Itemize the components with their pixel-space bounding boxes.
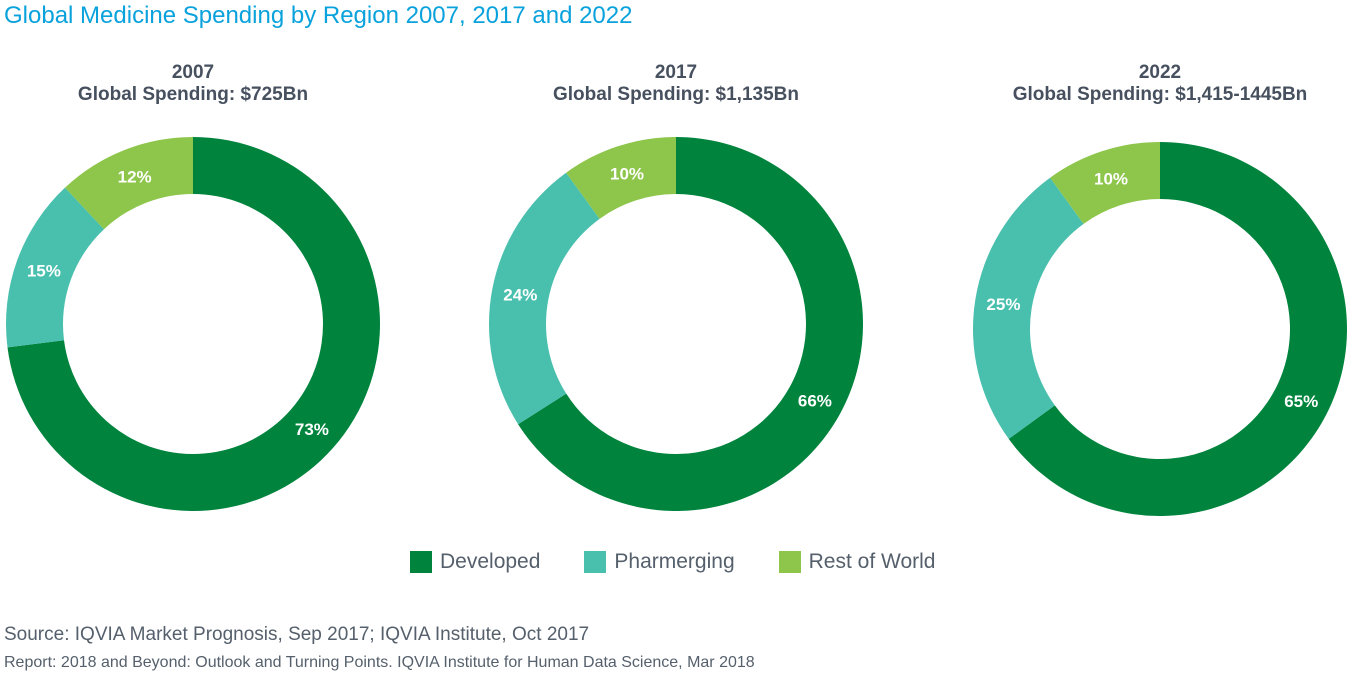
chart-subtitle: Global Spending: $725Bn	[77, 84, 309, 105]
legend-swatch	[584, 551, 607, 573]
slice-2022-rest-of-world	[1050, 142, 1160, 224]
legend-label: Developed	[440, 550, 541, 573]
slice-2017-pharmerging	[489, 172, 600, 425]
chart-title: Global Medicine Spending by Region 2007,…	[4, 2, 633, 29]
legend: Developed Pharmerging Rest of World	[410, 550, 979, 574]
data-label: 10%	[1094, 169, 1128, 188]
data-label: 12%	[118, 168, 152, 187]
slice-2007-rest-of-world	[64, 137, 194, 230]
slice-2007-pharmerging	[6, 187, 105, 348]
data-label: 25%	[986, 295, 1020, 314]
legend-swatch	[778, 551, 801, 573]
legend-swatch	[410, 551, 432, 573]
report-note: Report: 2018 and Beyond: Outlook and Tur…	[4, 654, 755, 671]
slice-2022-developed	[1008, 142, 1347, 516]
data-label: 65%	[1284, 392, 1318, 411]
chart-subtitle: Global Spending: $1,135Bn	[553, 84, 799, 105]
chart-header-2017: 2017 Global Spending: $1,135Bn	[466, 62, 886, 106]
data-label: 24%	[503, 285, 537, 304]
slice-2007-developed	[7, 137, 380, 511]
chart-year: 2022	[1138, 62, 1182, 83]
slice-2022-pharmerging	[972, 177, 1084, 439]
data-label: 66%	[798, 391, 832, 410]
data-label: 10%	[610, 164, 644, 183]
chart-year: 2017	[654, 62, 698, 83]
legend-item-developed: Developed	[410, 550, 540, 574]
chart-year: 2007	[171, 62, 215, 83]
legend-item-rest-of-world: Rest of World	[778, 550, 936, 574]
chart-subtitle: Global Spending: $1,415-1445Bn	[1012, 84, 1308, 105]
slice-2017-rest-of-world	[566, 137, 676, 219]
legend-label: Rest of World	[808, 550, 936, 573]
legend-item-pharmerging: Pharmerging	[584, 550, 735, 574]
data-label: 73%	[295, 420, 329, 439]
legend-label: Pharmerging	[614, 550, 735, 573]
slice-2017-developed	[518, 137, 864, 511]
chart-header-2022: 2022 Global Spending: $1,415-1445Bn	[950, 62, 1352, 106]
chart-header-2007: 2007 Global Spending: $725Bn	[0, 62, 403, 106]
source-note: Source: IQVIA Market Prognosis, Sep 2017…	[4, 624, 590, 645]
data-label: 15%	[27, 261, 61, 280]
